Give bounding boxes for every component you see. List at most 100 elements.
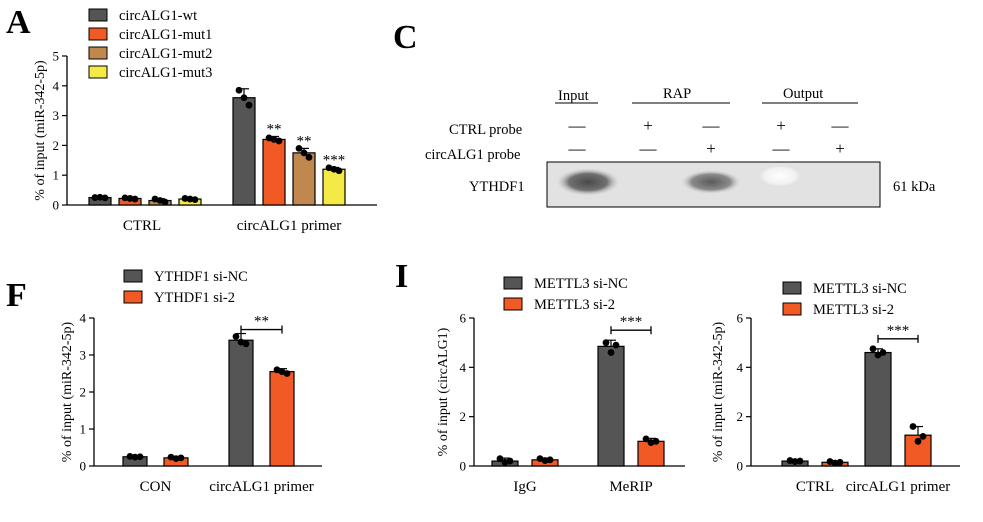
data-point	[546, 456, 554, 464]
y-axis-label: % of input (miR-342-5p)	[711, 321, 726, 462]
y-tick-label: 4	[737, 360, 744, 375]
blot-probe-mark: —	[568, 116, 587, 135]
data-point	[541, 457, 549, 464]
x-category-label: CON	[140, 479, 172, 495]
y-tick-label: 4	[80, 311, 87, 326]
data-point	[242, 340, 250, 348]
data-point	[186, 195, 194, 203]
legend-label: YTHDF1 si-2	[154, 290, 235, 306]
panel-letter-c: C	[393, 19, 418, 56]
chart-panel-i-right: 0 2 4 6 % of input (miR-342-5p) CTRL circALG1 …	[711, 281, 960, 495]
legend-swatch	[123, 290, 143, 304]
data-point	[136, 453, 144, 461]
data-point	[126, 195, 134, 202]
y-tick-label: 5	[53, 49, 60, 64]
x-category-label: circALG1 primer	[237, 218, 342, 234]
y-tick-label: 0	[737, 459, 744, 474]
data-point	[335, 167, 343, 175]
data-point	[642, 435, 650, 443]
data-point	[607, 349, 615, 356]
blot-band-input	[556, 168, 620, 196]
data-point	[909, 423, 917, 430]
x-category-label: CTRL	[796, 479, 834, 495]
data-point	[496, 455, 504, 462]
y-tick-label: 2	[80, 385, 87, 400]
data-point	[232, 333, 240, 340]
y-tick-label: 4	[53, 78, 60, 93]
legend-label: circALG1-mut2	[119, 46, 212, 62]
y-tick-label: 2	[460, 409, 467, 424]
legend-swatch	[503, 276, 523, 290]
panel-letter-i: I	[395, 258, 408, 295]
data-point	[91, 194, 99, 201]
blot-probe-mark: —	[639, 139, 658, 158]
significance-label: **	[297, 133, 312, 149]
panel-letter-f: F	[6, 277, 27, 314]
legend-swatch	[88, 27, 108, 41]
blot-group-rap: RAP	[663, 86, 691, 102]
data-point	[126, 452, 134, 460]
x-category-label: IgG	[513, 479, 536, 495]
western-blot-panel-c: Input RAP Output CTRL probe circALG1 pro…	[425, 86, 936, 208]
chart-panel-i-left: 0 2 4 6 % of input (circALG1) IgG MeRIP *** METT…	[436, 276, 685, 495]
data-point	[836, 458, 844, 466]
data-point	[283, 370, 291, 377]
bar	[292, 152, 316, 206]
y-tick-label: 3	[80, 348, 87, 363]
panel-letter-a: A	[6, 4, 31, 41]
data-point	[791, 458, 799, 465]
data-point	[879, 349, 887, 356]
legend-swatch	[782, 281, 802, 295]
bar	[232, 97, 256, 206]
data-point	[919, 433, 927, 440]
legend-swatch	[503, 297, 523, 311]
chart-panel-f: 0 1 2 3 4 % of input (miR-342-5p) CON circALG1 …	[60, 269, 322, 495]
significance-label: ***	[323, 152, 346, 168]
data-point	[101, 194, 109, 202]
data-point	[295, 144, 303, 152]
blot-group-input: Input	[558, 88, 589, 104]
legend-label: circALG1-mut1	[119, 27, 212, 43]
legend-label: METTL3 si-NC	[813, 281, 907, 297]
data-point	[181, 195, 189, 202]
bar	[269, 371, 295, 467]
bar	[262, 138, 286, 206]
blot-probe-mark: +	[835, 139, 845, 158]
legend-label: YTHDF1 si-NC	[154, 269, 248, 285]
significance-label: ***	[887, 323, 910, 339]
data-point	[245, 101, 253, 109]
data-point	[300, 149, 308, 157]
x-category-label: MeRIP	[609, 479, 652, 495]
blot-probe-mark: —	[772, 139, 791, 158]
data-point	[831, 459, 839, 467]
bar	[597, 345, 625, 467]
blot-band-rap	[681, 170, 741, 194]
data-point	[131, 195, 139, 203]
y-tick-label: 6	[737, 311, 744, 326]
data-point	[177, 454, 185, 462]
data-point	[172, 455, 180, 462]
blot-probe-mark: —	[831, 116, 850, 135]
blot-probe-mark: —	[568, 139, 587, 158]
y-tick-label: 0	[80, 459, 87, 474]
data-point	[235, 86, 243, 94]
legend-label: circALG1-wt	[119, 8, 197, 24]
data-point	[652, 437, 660, 445]
y-axis-label: % of input (circALG1)	[436, 327, 451, 456]
data-point	[506, 457, 514, 465]
blot-group-output: Output	[783, 86, 823, 102]
blot-band-output	[756, 164, 804, 188]
data-point	[240, 94, 248, 102]
data-point	[796, 457, 804, 465]
legend-label: METTL3 si-NC	[534, 276, 628, 292]
y-tick-label: 2	[53, 138, 60, 153]
blot-probe-mark: —	[702, 116, 721, 135]
legend-swatch	[782, 302, 802, 316]
data-point	[275, 137, 283, 145]
x-category-label: circALG1 primer	[209, 479, 314, 495]
blot-probe-mark: +	[776, 116, 786, 135]
significance-label: **	[267, 121, 282, 137]
x-category-label: CTRL	[123, 218, 161, 234]
y-axis-label: % of input (miR-342-5p)	[60, 321, 75, 462]
